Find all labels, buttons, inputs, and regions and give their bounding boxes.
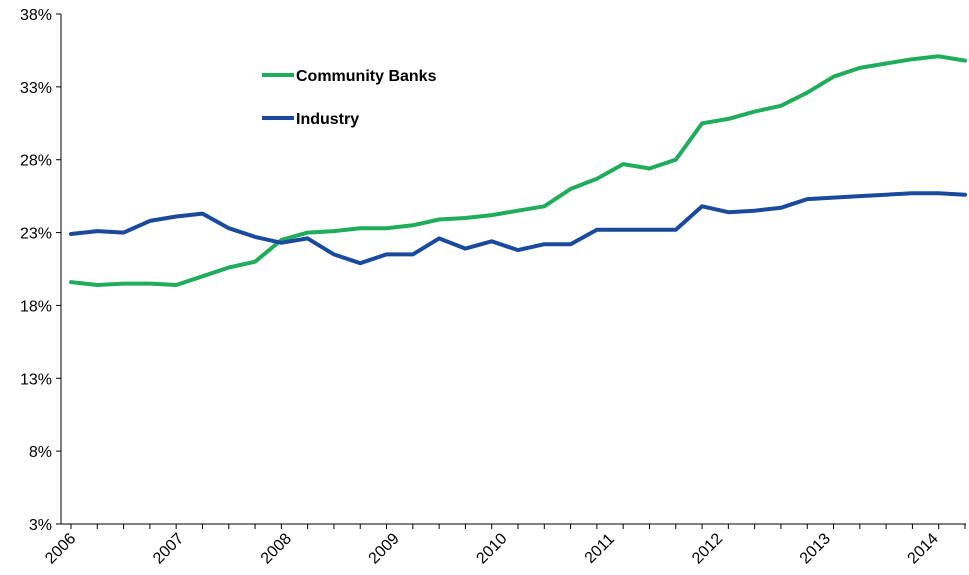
series-layer: [69, 54, 967, 287]
legend: Community Banks Industry: [262, 68, 437, 128]
y-tick-label: 18%: [20, 298, 52, 315]
y-tick-label: 13%: [20, 371, 52, 388]
x-tick-label: 2008: [258, 530, 295, 567]
legend-label: Industry: [296, 111, 359, 128]
x-tick-label: 2012: [689, 530, 726, 567]
y-tick-label: 8%: [29, 444, 52, 461]
x-tick-label: 2010: [473, 530, 510, 567]
x-tick-label: 2011: [582, 531, 618, 567]
x-tick-label: 2013: [797, 530, 834, 567]
y-tick-label: 3%: [29, 517, 52, 534]
x-tick-label: 2014: [905, 530, 942, 567]
series-line-industry: [69, 191, 967, 266]
y-tick-label: 38%: [20, 7, 52, 24]
legend-label: Community Banks: [296, 68, 437, 85]
y-tick-label: 33%: [20, 80, 52, 97]
series-line-community-banks: [69, 54, 967, 287]
y-tick-label: 23%: [20, 226, 52, 243]
x-tick-label: 2007: [150, 530, 187, 567]
x-tick-label: 2009: [366, 530, 403, 567]
y-tick-label: 28%: [20, 153, 52, 170]
axes: 3% 8% 13% 18% 23% 28% 33% 38% 2006 2007 2008 2009 20…: [20, 7, 966, 567]
x-tick-label: 2006: [42, 530, 79, 567]
